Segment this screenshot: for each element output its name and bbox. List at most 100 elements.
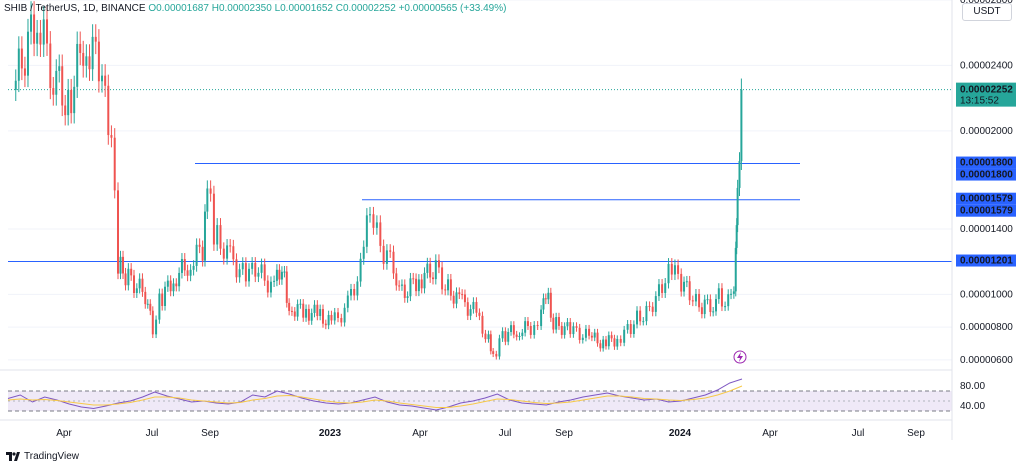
candle: [423, 272, 426, 289]
candle: [33, 14, 36, 44]
candle: [305, 308, 308, 318]
candle: [400, 284, 403, 286]
candle: [481, 315, 484, 334]
candle: [441, 267, 444, 290]
candle: [117, 190, 120, 274]
candle: [337, 312, 340, 318]
level-label: 0.00001579: [960, 206, 1013, 217]
candle: [178, 272, 181, 287]
candle: [698, 293, 701, 308]
candle: [70, 89, 73, 114]
candle: [437, 260, 440, 268]
candle: [42, 19, 45, 45]
candle: [533, 325, 536, 335]
price-tick-label: 0.00002400: [960, 60, 1013, 71]
candle: [734, 247, 737, 292]
candle: [417, 279, 420, 292]
candle: [138, 278, 141, 289]
candle: [55, 70, 58, 95]
price-axis[interactable]: 0.00000600 0.00000800 0.00001000 0.00001400…: [951, 0, 1013, 440]
candle: [691, 300, 694, 302]
rsi-ma-line: [7, 385, 743, 408]
candle: [280, 271, 283, 280]
candle: [124, 273, 127, 286]
tradingview-logo[interactable]: TradingView: [6, 451, 79, 462]
candle: [572, 326, 575, 335]
candle: [685, 281, 688, 283]
candle: [313, 304, 316, 313]
level-label-box: [956, 254, 1016, 267]
candle: [654, 296, 657, 312]
candle: [680, 273, 683, 292]
candle: [266, 280, 269, 293]
candle: [229, 245, 232, 247]
candle: [434, 260, 437, 280]
candle: [254, 262, 257, 277]
time-tick-label: 2024: [669, 428, 692, 439]
candle: [389, 250, 392, 252]
candle: [219, 225, 222, 249]
time-tick-label: Sep: [555, 428, 573, 439]
candle: [395, 273, 398, 286]
candle: [569, 322, 572, 335]
candle: [39, 32, 42, 45]
candle: [626, 324, 629, 330]
candle: [403, 284, 406, 298]
candle: [362, 246, 365, 259]
candle: [216, 225, 219, 245]
candle: [206, 188, 209, 212]
candle: [487, 334, 490, 340]
candle: [248, 268, 251, 282]
rsi-tick-label: 80.00: [960, 381, 985, 392]
candle: [288, 302, 291, 311]
candle: [540, 309, 543, 327]
symbol-label[interactable]: SHIB / TetherUS, 1D, BINANCE: [4, 3, 146, 14]
candle: [359, 258, 362, 282]
candle: [135, 288, 138, 293]
high-value: H0.00002350: [211, 3, 272, 14]
candle: [736, 187, 739, 226]
candle: [273, 280, 276, 282]
candle: [365, 215, 368, 247]
brand-label: TradingView: [24, 451, 80, 462]
time-tick-label: Sep: [907, 428, 925, 439]
candle: [195, 244, 198, 266]
candle: [549, 292, 552, 318]
candle: [186, 270, 189, 276]
candle: [607, 335, 610, 347]
candle: [85, 56, 88, 66]
candle: [444, 289, 447, 291]
candle: [169, 280, 172, 292]
candle: [632, 324, 635, 335]
candle: [420, 279, 423, 289]
time-tick-label: Apr: [762, 428, 778, 439]
candle: [599, 343, 602, 349]
candle: [673, 265, 676, 275]
candle: [709, 299, 712, 313]
candle: [269, 281, 272, 293]
candle: [158, 293, 161, 320]
candle: [735, 225, 738, 248]
tradingview-logo-icon: [6, 452, 20, 461]
candle: [489, 334, 492, 352]
candle: [560, 325, 563, 335]
candle: [321, 309, 324, 324]
candle: [720, 288, 723, 307]
candle: [547, 292, 550, 300]
candle: [406, 296, 409, 298]
candle: [521, 332, 524, 337]
candle: [212, 193, 215, 245]
time-axis[interactable]: Apr Jul Sep 2023 Apr Jul Sep 2024 Apr Jul Sep: [0, 419, 952, 439]
currency-button[interactable]: USDT: [962, 3, 1012, 21]
candle: [132, 275, 135, 293]
candle: [238, 269, 241, 278]
candle: [727, 294, 730, 307]
candle: [715, 299, 717, 312]
candle: [712, 311, 715, 313]
candle: [293, 311, 296, 317]
candle: [593, 332, 596, 338]
candle: [382, 245, 385, 264]
candle: [151, 310, 154, 335]
